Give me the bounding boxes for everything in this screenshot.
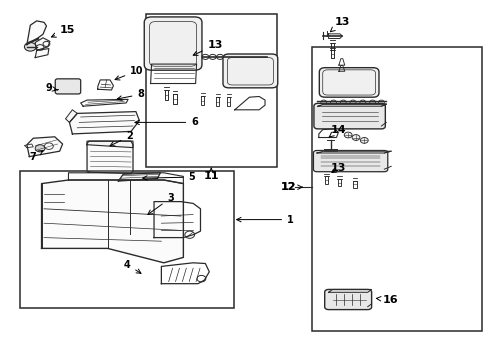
Text: 13: 13 [193,40,223,55]
Text: 8: 8 [117,89,144,100]
FancyBboxPatch shape [319,68,378,97]
FancyBboxPatch shape [55,79,81,94]
Bar [352,181,356,188]
Circle shape [349,100,355,104]
Circle shape [320,100,326,104]
Circle shape [359,100,365,104]
Text: 4: 4 [123,260,141,273]
Text: 12: 12 [280,182,302,192]
Polygon shape [35,38,50,50]
Text: 14: 14 [328,125,346,138]
Circle shape [35,145,45,152]
Text: 15: 15 [51,25,75,37]
Polygon shape [68,173,183,184]
Text: 12: 12 [280,182,296,192]
Text: 2: 2 [110,131,133,146]
FancyBboxPatch shape [324,289,371,310]
Polygon shape [328,289,371,292]
Text: 11: 11 [203,168,219,181]
Circle shape [369,100,375,104]
FancyBboxPatch shape [144,17,202,70]
Bar [145,14,276,167]
Text: 9: 9 [45,83,58,93]
Text: 13: 13 [330,17,349,32]
Polygon shape [317,104,386,106]
Circle shape [344,132,351,138]
Circle shape [330,100,336,104]
Text: 6: 6 [135,117,198,127]
Bar [311,47,481,331]
Circle shape [360,138,367,143]
Text: 1: 1 [236,215,293,225]
Circle shape [24,42,36,51]
Text: 7: 7 [29,150,43,162]
FancyBboxPatch shape [313,103,385,129]
Polygon shape [87,141,133,148]
Bar [173,94,177,104]
Bar [330,50,334,58]
Bar [330,43,334,50]
Polygon shape [27,21,46,45]
Bar [216,97,219,106]
Text: 3: 3 [147,193,174,215]
FancyBboxPatch shape [223,54,277,88]
FancyBboxPatch shape [313,150,387,172]
Text: 10: 10 [115,66,143,80]
Bar [201,96,204,105]
Polygon shape [65,110,77,122]
Bar [164,90,168,100]
Polygon shape [35,49,49,58]
Polygon shape [81,99,128,106]
Polygon shape [69,112,139,134]
Polygon shape [316,151,390,153]
Circle shape [378,100,384,104]
Text: 13: 13 [330,163,346,174]
Bar [337,179,341,186]
Polygon shape [41,180,183,263]
Bar [20,171,233,308]
Circle shape [340,100,346,104]
Text: 5: 5 [142,172,195,182]
Polygon shape [118,173,160,181]
Text: 16: 16 [376,294,397,305]
Polygon shape [27,137,62,157]
Bar [227,97,230,106]
Polygon shape [87,141,133,174]
Circle shape [351,135,359,140]
Bar [324,176,328,184]
